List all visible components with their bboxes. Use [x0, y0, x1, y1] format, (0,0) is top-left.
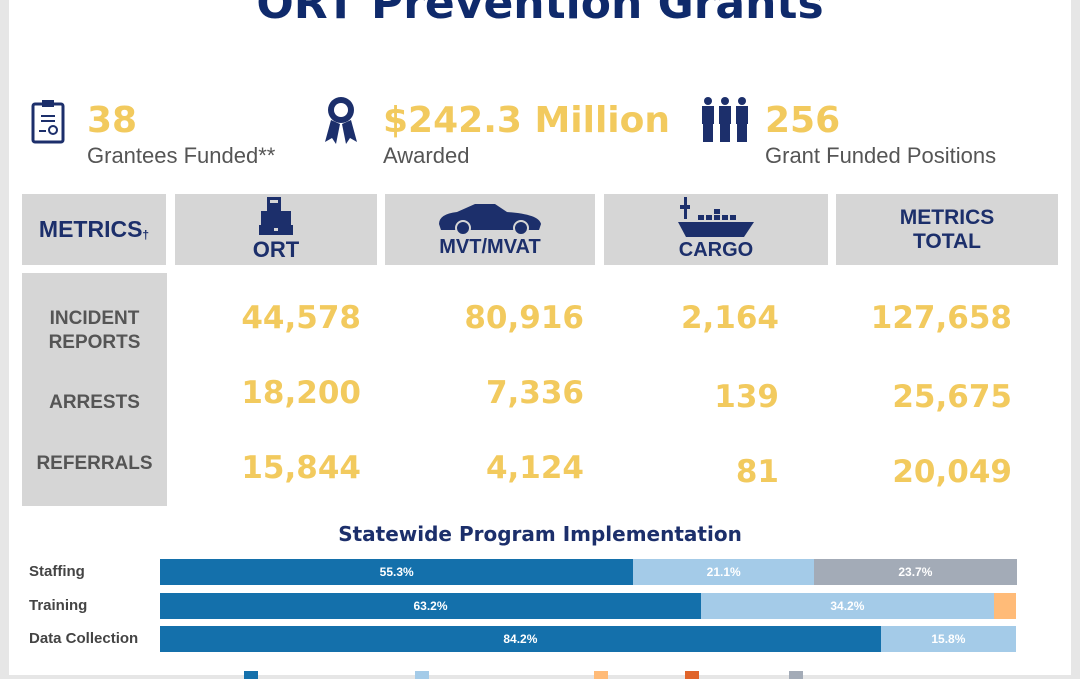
award-ribbon-icon — [325, 97, 357, 144]
bar-segment — [993, 593, 1016, 619]
cargo-ship-icon — [678, 197, 754, 237]
legend-swatch — [244, 671, 258, 679]
stat-positions: 256 Grant Funded Positions — [765, 100, 996, 169]
stat-label: Awarded — [383, 143, 470, 168]
legend-swatch — [415, 671, 429, 679]
legend-swatch — [789, 671, 803, 679]
column-label: ORT — [252, 236, 300, 262]
column-header-ort: ORT — [175, 194, 377, 265]
page-title: ORT Prevention Grants — [256, 0, 824, 29]
metric-value: 7,336 — [485, 375, 584, 411]
category-label: Staffing — [29, 563, 85, 580]
metric-value: 20,049 — [892, 454, 1012, 490]
category-label: Data Collection — [29, 630, 139, 647]
metric-value: 127,658 — [870, 300, 1012, 336]
stat-awarded: $242.3 Million Awarded — [383, 100, 670, 169]
data-label: 15.8% — [931, 632, 966, 646]
cash-register-icon — [259, 196, 293, 235]
data-label: 21.1% — [706, 565, 741, 579]
data-label: 34.2% — [830, 599, 865, 613]
dagger-mark: † — [142, 227, 150, 242]
metric-value: 18,200 — [241, 375, 361, 411]
stat-grantees: 38 Grantees Funded** — [87, 100, 275, 169]
column-label: CARGO — [678, 239, 754, 261]
total-label: TOTAL — [912, 229, 982, 253]
clipboard-certificate-icon — [31, 100, 65, 144]
bar-segment: 55.3% — [160, 559, 634, 585]
bar-segment: 63.2% — [160, 593, 701, 619]
label-line: REPORTS — [48, 332, 141, 353]
data-label: 23.7% — [898, 565, 933, 579]
metric-value: 25,675 — [892, 379, 1012, 415]
metric-value: 4,124 — [485, 450, 584, 486]
row-label-arrests: ARRESTS — [49, 392, 140, 413]
metric-value: 139 — [714, 379, 779, 415]
column-header-cargo: CARGO — [604, 194, 828, 265]
legend-swatch — [685, 671, 699, 679]
metric-value: 2,164 — [680, 300, 779, 336]
category-label: Training — [29, 597, 88, 614]
row-label-referrals: REFERRALS — [36, 453, 153, 474]
column-header-mvt: MVT/MVAT — [385, 194, 595, 265]
people-group-icon — [702, 97, 748, 142]
bar-segment: 84.2% — [160, 626, 881, 652]
stat-value: 256 — [765, 100, 841, 141]
data-label: 63.2% — [413, 599, 448, 613]
data-label: 84.2% — [503, 632, 538, 646]
row-label-incident: INCIDENT REPORTS — [22, 307, 167, 355]
infographic: ORT Prevention Grants 38 Grantees Funded*… — [9, 0, 1071, 679]
total-label: METRICS — [899, 205, 995, 229]
metric-value: 15,844 — [241, 450, 361, 486]
bar-segment: 21.1% — [633, 559, 814, 585]
metric-value: 81 — [735, 454, 779, 490]
row-labels: INCIDENT REPORTS ARRESTS REFERRALS — [22, 273, 167, 506]
metric-value: 80,916 — [464, 300, 584, 336]
chart-title: Statewide Program Implementation — [338, 522, 742, 546]
bar-segment: 34.2% — [700, 593, 994, 619]
stat-label: Grantees Funded** — [87, 143, 276, 168]
data-label: 55.3% — [379, 565, 414, 579]
stat-value: 38 — [87, 100, 138, 141]
car-icon — [439, 204, 541, 236]
stat-label: Grant Funded Positions — [765, 143, 997, 168]
metrics-label: METRICS — [38, 216, 143, 242]
metric-value: 44,578 — [241, 300, 361, 336]
column-header-total: METRICS TOTAL — [836, 194, 1058, 265]
stat-value: $242.3 Million — [383, 100, 670, 141]
label-line: INCIDENT — [49, 308, 140, 329]
legend-swatch — [594, 671, 608, 679]
bar-segment: 23.7% — [813, 559, 1017, 585]
bar-segment: 15.8% — [880, 626, 1016, 652]
column-label: MVT/MVAT — [439, 236, 541, 258]
metrics-header: METRICS † — [22, 194, 166, 265]
